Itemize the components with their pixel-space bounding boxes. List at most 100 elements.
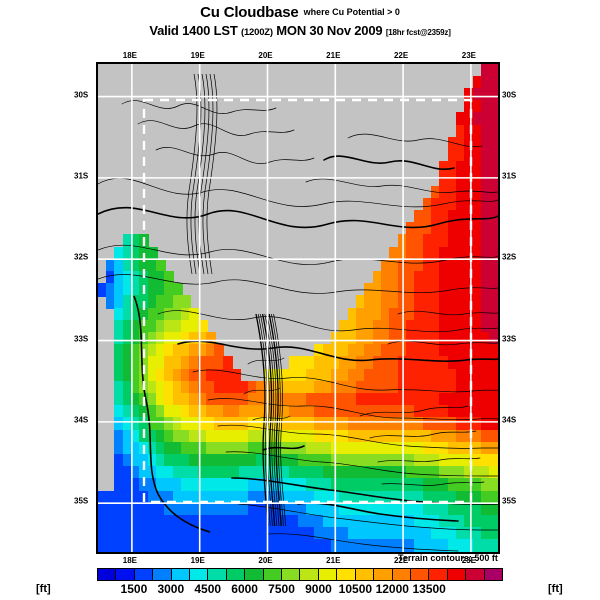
- coastline: [133, 295, 211, 533]
- colorbar-segment: [171, 569, 191, 580]
- colorbar-panel: [ft] 1500 3000 4500 6000 7500 9000 10500 12000 1…: [0, 563, 600, 600]
- terrain-contour: [255, 313, 269, 527]
- terrain-contour: [225, 451, 498, 477]
- terrain-contour: [260, 313, 273, 527]
- terrain-contour-note: Terrain contours: 500 ft: [398, 553, 498, 563]
- colorbar-segment: [337, 569, 356, 580]
- terrain-contour: [359, 405, 469, 417]
- colorbar-unit-left: [ft]: [36, 583, 51, 595]
- colorbar-segment: [410, 569, 430, 580]
- lat-tick-right: 35S: [502, 496, 517, 506]
- terrain-contour: [387, 340, 498, 346]
- lon-tick-bottom: 19E: [190, 556, 205, 565]
- terrain-contour: [121, 100, 277, 114]
- colorbar-segment: [226, 569, 246, 580]
- terrain-contour: [192, 369, 498, 393]
- terrain-contour: [305, 178, 498, 194]
- colorbar: [97, 568, 503, 581]
- lat-tick-right: 34S: [502, 415, 517, 425]
- lon-tick-top: 18E: [122, 51, 138, 60]
- lon-tick-bottom: 20E: [258, 556, 273, 565]
- colorbar-segment: [429, 569, 448, 580]
- terrain-contour: [98, 206, 498, 229]
- terrain-contour: [217, 424, 498, 449]
- colorbar-segment: [263, 569, 283, 580]
- colorbar-tick-label: 3000: [157, 582, 185, 596]
- lon-tick-top: 22E: [393, 51, 409, 60]
- lon-tick-top: 23E: [461, 51, 476, 60]
- terrain-contour: [347, 133, 483, 147]
- lat-tick-right: 31S: [502, 171, 517, 181]
- colorbar-tick-label: 12000: [375, 582, 409, 596]
- colorbar-segment: [484, 569, 502, 580]
- colorbar-segment: [190, 569, 209, 580]
- terrain-contour: [264, 313, 278, 527]
- terrain-contour: [252, 415, 291, 421]
- colorbar-segment: [318, 569, 338, 580]
- terrain-contour: [237, 503, 498, 531]
- colorbar-tick-label: 4500: [194, 582, 222, 596]
- lat-tick-left: 35S: [74, 496, 89, 506]
- terrain-contour: [177, 340, 498, 362]
- terrain-contour: [157, 310, 498, 333]
- lat-tick-left: 31S: [74, 171, 89, 181]
- subtitle-date: MON 30 Nov 2009: [276, 23, 383, 38]
- terrain-contour: [155, 147, 315, 164]
- colorbar-tick-label: 7500: [268, 582, 295, 596]
- map-inner: [98, 64, 498, 552]
- colorbar-segment: [245, 569, 264, 580]
- terrain-contour: [397, 310, 498, 316]
- terrain-contour: [194, 73, 206, 275]
- title-line-1: Cu Cloudbase where Cu Potential > 0: [0, 4, 600, 22]
- lat-tick-left: 32S: [74, 252, 89, 262]
- colorbar-tick-label: 1500: [120, 582, 148, 596]
- colorbar-unit-right: [ft]: [548, 583, 563, 595]
- terrain-contour: [267, 533, 459, 552]
- terrain-contour: [369, 430, 477, 439]
- terrain-contour: [198, 73, 210, 275]
- lon-tick-bottom: 21E: [326, 556, 341, 565]
- colorbar-segment: [355, 569, 375, 580]
- lon-tick-top: 21E: [326, 51, 341, 60]
- map-panel[interactable]: [96, 62, 500, 554]
- terrain-contour: [381, 481, 485, 486]
- terrain-contour: [137, 120, 295, 136]
- chart-title-block: Cu Cloudbase where Cu Potential > 0 Valid…: [0, 4, 600, 38]
- lat-tick-left: 33S: [74, 334, 89, 344]
- colorbar-segment: [447, 569, 467, 580]
- colorbar-segment: [153, 569, 172, 580]
- title-condition: where Cu Potential > 0: [303, 7, 400, 17]
- lat-tick-right: 30S: [502, 90, 517, 100]
- terrain-contour: [323, 155, 455, 170]
- terrain-contour: [243, 387, 281, 395]
- lat-tick-right: 33S: [502, 334, 517, 344]
- terrain-contour: [206, 73, 218, 275]
- lon-tick-bottom: 18E: [122, 556, 138, 565]
- terrain-contour: [190, 73, 202, 275]
- map-overlay: [98, 64, 498, 552]
- colorbar-segment: [392, 569, 411, 580]
- terrain-contour: [202, 73, 214, 275]
- colorbar-segment: [98, 569, 117, 580]
- colorbar-segment: [374, 569, 393, 580]
- page-title: Cu Cloudbase: [200, 4, 299, 21]
- lon-tick-top: 20E: [258, 51, 273, 60]
- lon-tick-bottom: 22E: [393, 556, 409, 565]
- terrain-contour: [268, 313, 282, 527]
- colorbar-segment: [134, 569, 154, 580]
- terrain-contour: [98, 274, 498, 294]
- colorbar-segment: [466, 569, 485, 580]
- colorbar-tick-labels: 1500 3000 4500 6000 7500 9000 10500 12000 13500: [97, 582, 503, 598]
- subtitle-forecast-tag: [18hr fcst@2359z]: [385, 28, 451, 37]
- colorbar-tick-label: 6000: [231, 582, 258, 596]
- colorbar-tick-label: 9000: [305, 582, 332, 596]
- colorbar-segment: [208, 569, 227, 580]
- subtitle-utc-time: (1200Z): [240, 27, 273, 38]
- terrain-contour: [98, 244, 498, 265]
- terrain-contour: [273, 313, 286, 527]
- subtitle-valid-time: Valid 1400 LST: [149, 23, 238, 38]
- terrain-contour: [186, 73, 198, 275]
- colorbar-tick-label: 10500: [338, 582, 373, 596]
- lat-tick-right: 32S: [502, 252, 517, 262]
